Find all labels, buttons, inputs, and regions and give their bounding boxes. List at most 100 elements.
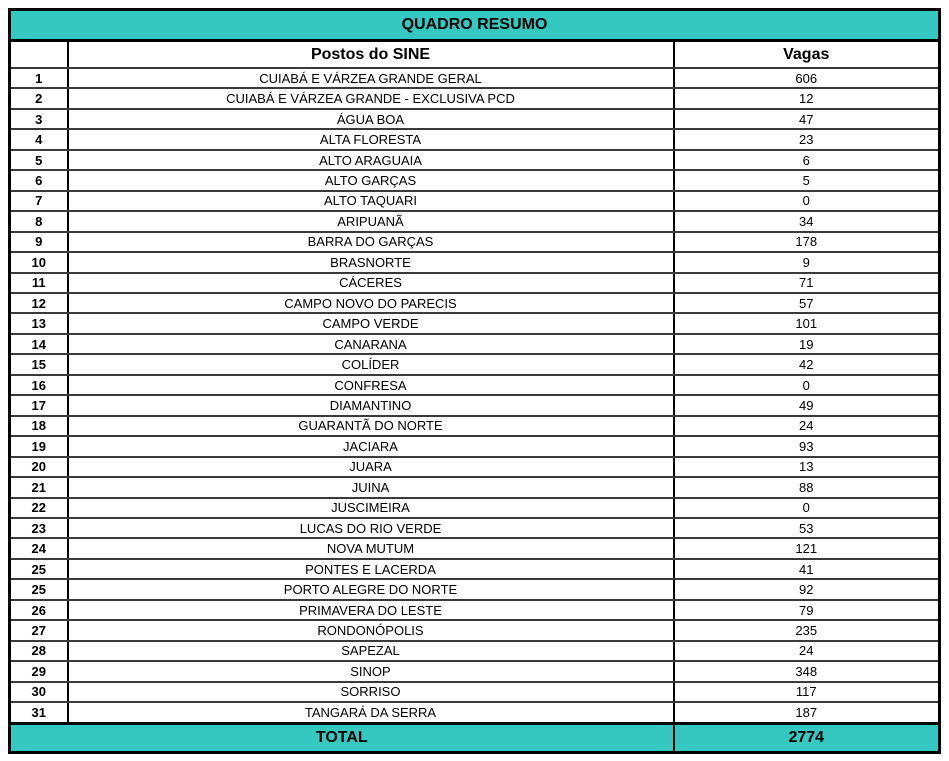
vagas-value: 235 — [672, 619, 940, 642]
posto-name: CÁCERES — [66, 271, 674, 295]
posto-name: ALTA FLORESTA — [66, 128, 674, 151]
posto-name: SORRISO — [66, 680, 674, 704]
posto-name: COLÍDER — [66, 353, 674, 376]
vagas-value: 0 — [672, 496, 940, 519]
table-row: 10 BRASNORTE 9 — [9, 251, 940, 274]
posto-name: ALTO TAQUARI — [66, 189, 674, 213]
table-row: 15 COLÍDER 42 — [9, 353, 940, 376]
row-number: 25 — [9, 557, 68, 581]
table-row: 12 CAMPO NOVO DO PARECIS 57 — [9, 291, 940, 315]
table-row: 23 LUCAS DO RIO VERDE 53 — [9, 516, 940, 540]
vagas-value: 41 — [672, 557, 940, 581]
row-number: 8 — [9, 210, 68, 233]
vagas-value: 92 — [672, 578, 940, 601]
table-row: 28 SAPEZAL 24 — [9, 639, 940, 663]
vagas-value: 0 — [672, 373, 940, 397]
posto-name: CUIABÁ E VÁRZEA GRANDE GERAL — [66, 66, 674, 90]
table-row: 31 TANGARÁ DA SERRA 187 — [9, 701, 940, 725]
row-number: 22 — [9, 496, 68, 519]
posto-name: CAMPO NOVO DO PARECIS — [66, 291, 674, 315]
posto-name: CONFRESA — [66, 373, 674, 397]
table-row: 6 ALTO GARÇAS 5 — [9, 169, 940, 192]
row-number: 15 — [9, 353, 68, 376]
table-row: 22 JUSCIMEIRA 0 — [9, 496, 940, 519]
vagas-value: 19 — [672, 332, 940, 356]
row-number: 16 — [9, 373, 68, 397]
posto-name: PORTO ALEGRE DO NORTE — [66, 578, 674, 601]
vagas-value: 6 — [672, 148, 940, 172]
vagas-value: 117 — [672, 680, 940, 704]
row-number: 23 — [9, 516, 68, 540]
posto-name: BRASNORTE — [66, 251, 674, 274]
table-row: 2 CUIABÁ E VÁRZEA GRANDE - EXCLUSIVA PCD… — [9, 87, 940, 110]
table-row: 14 CANARANA 19 — [9, 332, 940, 356]
row-number: 6 — [9, 169, 68, 192]
table-row: 18 GUARANTÃ DO NORTE 24 — [9, 414, 940, 438]
vagas-value: 12 — [672, 87, 940, 110]
posto-name: ARIPUANÃ — [66, 210, 674, 233]
posto-name: TANGARÁ DA SERRA — [66, 701, 674, 725]
vagas-value: 13 — [672, 455, 940, 479]
posto-name: RONDONÓPOLIS — [66, 619, 674, 642]
vagas-value: 121 — [672, 537, 940, 560]
table-row: 29 SINOP 348 — [9, 660, 940, 683]
row-number: 1 — [9, 66, 68, 90]
row-number: 30 — [9, 680, 68, 704]
posto-name: JACIARA — [66, 435, 674, 458]
header-postos-do-sine: Postos do SINE — [66, 39, 674, 69]
vagas-value: 93 — [672, 435, 940, 458]
posto-name: SAPEZAL — [66, 639, 674, 663]
row-number: 29 — [9, 660, 68, 683]
posto-name: BARRA DO GARÇAS — [66, 230, 674, 254]
vagas-value: 57 — [672, 291, 940, 315]
vagas-value: 23 — [672, 128, 940, 151]
table-row: 1 CUIABÁ E VÁRZEA GRANDE GERAL 606 — [9, 66, 940, 90]
quadro-resumo-table: QUADRO RESUMO Postos do SINE Vagas 1 CUI… — [8, 8, 941, 754]
row-number: 24 — [9, 537, 68, 560]
vagas-value: 47 — [672, 107, 940, 131]
posto-name: NOVA MUTUM — [66, 537, 674, 560]
table-row: 27 RONDONÓPOLIS 235 — [9, 619, 940, 642]
row-number: 28 — [9, 639, 68, 663]
vagas-value: 71 — [672, 271, 940, 295]
table-row: 7 ALTO TAQUARI 0 — [9, 189, 940, 213]
posto-name: ALTO ARAGUAIA — [66, 148, 674, 172]
vagas-value: 24 — [672, 414, 940, 438]
table-row: 8 ARIPUANÃ 34 — [9, 210, 940, 233]
vagas-value: 79 — [672, 598, 940, 622]
table-row: 25 PONTES E LACERDA 41 — [9, 557, 940, 581]
vagas-value: 187 — [672, 701, 940, 725]
vagas-value: 42 — [672, 353, 940, 376]
vagas-value: 606 — [672, 66, 940, 90]
vagas-value: 49 — [672, 394, 940, 417]
posto-name: LUCAS DO RIO VERDE — [66, 516, 674, 540]
table-body: 1 CUIABÁ E VÁRZEA GRANDE GERAL 606 2 CUI… — [9, 66, 940, 725]
vagas-value: 53 — [672, 516, 940, 540]
table-row: 24 NOVA MUTUM 121 — [9, 537, 940, 560]
vagas-value: 34 — [672, 210, 940, 233]
row-number: 3 — [9, 107, 68, 131]
table-row: 21 JUINA 88 — [9, 476, 940, 499]
posto-name: SINOP — [66, 660, 674, 683]
posto-name: JUINA — [66, 476, 674, 499]
row-number: 21 — [9, 476, 68, 499]
row-number: 5 — [9, 148, 68, 172]
table-row: 26 PRIMAVERA DO LESTE 79 — [9, 598, 940, 622]
row-number: 4 — [9, 128, 68, 151]
posto-name: CAMPO VERDE — [66, 312, 674, 335]
row-number: 26 — [9, 598, 68, 622]
table-row: 20 JUARA 13 — [9, 455, 940, 479]
table-title: QUADRO RESUMO — [9, 9, 940, 42]
row-number: 19 — [9, 435, 68, 458]
vagas-value: 178 — [672, 230, 940, 254]
row-number: 11 — [9, 271, 68, 295]
table-row: 4 ALTA FLORESTA 23 — [9, 128, 940, 151]
total-row: TOTAL 2774 — [9, 722, 940, 753]
title-row: QUADRO RESUMO — [9, 9, 940, 42]
row-number: 31 — [9, 701, 68, 725]
table-row: 3 ÁGUA BOA 47 — [9, 107, 940, 131]
posto-name: ÁGUA BOA — [66, 107, 674, 131]
posto-name: PONTES E LACERDA — [66, 557, 674, 581]
posto-name: JUARA — [66, 455, 674, 479]
vagas-value: 9 — [672, 251, 940, 274]
